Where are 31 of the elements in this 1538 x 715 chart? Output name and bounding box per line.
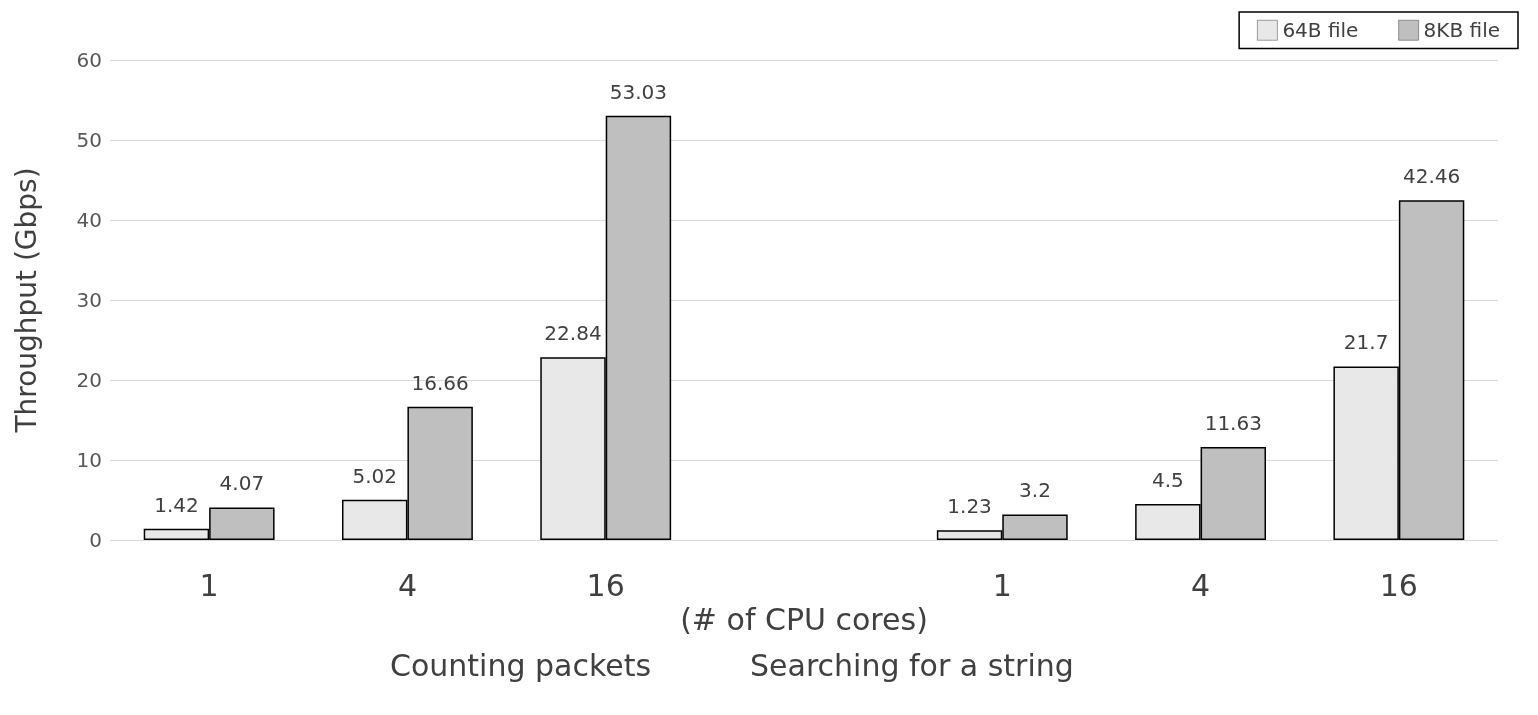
y-tick-label: 30 bbox=[76, 288, 102, 312]
x-tick-label: 1 bbox=[992, 567, 1012, 603]
data-label: 4.5 bbox=[1151, 468, 1184, 492]
y-tick-label: 20 bbox=[76, 368, 102, 392]
data-label: 3.2 bbox=[1019, 478, 1051, 503]
x-tick-label: 16 bbox=[1379, 567, 1418, 603]
data-label: 22.84 bbox=[544, 321, 602, 346]
data-label: 42.46 bbox=[1402, 164, 1461, 189]
x-tick-label: 16 bbox=[586, 567, 625, 603]
y-tick-label: 60 bbox=[76, 48, 102, 72]
x-axis-title: (# of CPU cores) bbox=[680, 602, 928, 638]
data-label: 53.03 bbox=[609, 79, 668, 104]
data-label: 16.66 bbox=[411, 370, 469, 395]
legend-label: 8KB file bbox=[1423, 18, 1501, 43]
y-axis-title: Throughput (Gbps) bbox=[9, 167, 43, 434]
data-label: 5.02 bbox=[352, 463, 397, 488]
y-tick-label: 50 bbox=[76, 128, 102, 152]
text: Counting packets bbox=[390, 647, 652, 683]
text: Searching for a string bbox=[750, 647, 1074, 683]
x-tick-label: 4 bbox=[1191, 567, 1211, 603]
x-tick-label: 1 bbox=[199, 567, 219, 603]
y-tick-label: 10 bbox=[76, 448, 102, 472]
x-tick-label: 4 bbox=[397, 567, 417, 603]
data-label: 1.42 bbox=[154, 492, 199, 517]
y-tick-label: 40 bbox=[76, 208, 102, 232]
data-label: 1.23 bbox=[947, 494, 992, 519]
y-tick-label: 0 bbox=[89, 528, 102, 552]
data-label: 11.63 bbox=[1204, 410, 1262, 435]
data-label: 21.7 bbox=[1343, 330, 1389, 355]
legend-label: 64B file bbox=[1282, 18, 1359, 43]
data-label: 4.07 bbox=[219, 471, 265, 496]
